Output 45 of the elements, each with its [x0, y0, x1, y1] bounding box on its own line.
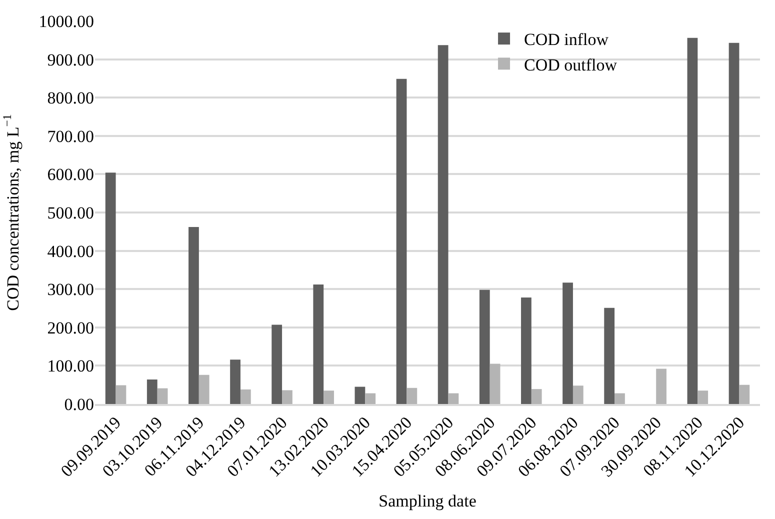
- y-tick-label: 700.00: [47, 126, 94, 146]
- bar: [614, 393, 625, 404]
- legend-label: COD outflow: [524, 55, 618, 74]
- bar: [313, 284, 324, 404]
- y-tick-label: 300.00: [47, 280, 94, 300]
- bar: [438, 45, 448, 404]
- bar: [521, 298, 532, 404]
- bar: [240, 389, 251, 404]
- bar: [365, 393, 376, 404]
- bar: [354, 386, 366, 404]
- y-tick-label: 800.00: [47, 88, 94, 108]
- y-tick-label: 1000.00: [38, 12, 94, 31]
- bar: [479, 290, 490, 404]
- bar: [157, 388, 168, 404]
- bar: [116, 385, 126, 404]
- legend-label: COD inflow: [524, 30, 610, 50]
- y-tick-label: 200.00: [47, 318, 94, 338]
- bar: [448, 393, 459, 404]
- bar: [739, 384, 750, 404]
- y-tick-label: 400.00: [47, 242, 94, 261]
- bar: [687, 38, 698, 404]
- bar: [230, 360, 240, 404]
- y-tick-label: 900.00: [47, 50, 94, 70]
- bar: [572, 386, 584, 404]
- bar: [490, 364, 500, 404]
- bar: [146, 379, 158, 404]
- bar: [728, 42, 740, 404]
- bar: [406, 388, 418, 404]
- bar: [604, 308, 615, 404]
- y-tick-label: 500.00: [47, 203, 94, 222]
- bar: [562, 282, 573, 404]
- bar: [272, 324, 282, 404]
- bar: [656, 368, 666, 404]
- bar: [198, 374, 210, 404]
- bar: [396, 78, 407, 404]
- y-tick-label: 100.00: [47, 356, 94, 376]
- y-tick-label: 600.00: [47, 165, 94, 184]
- bar: [105, 172, 116, 404]
- bar: [188, 227, 199, 404]
- bar: [531, 389, 542, 404]
- bar: [698, 390, 708, 404]
- y-tick-label: 0.00: [64, 394, 94, 414]
- bar: [324, 390, 334, 404]
- bar: [282, 390, 292, 404]
- x-axis-title: Sampling date: [378, 491, 476, 510]
